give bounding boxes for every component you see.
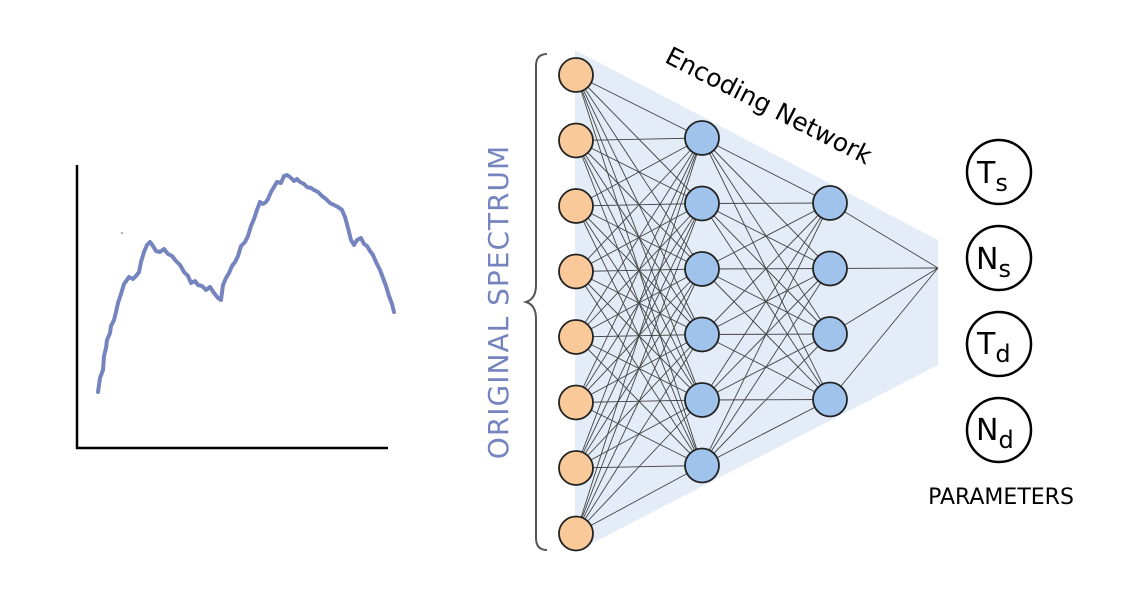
output-edge [829,267,939,269]
input-node [558,57,594,93]
output-edge [829,267,939,335]
input-node [558,122,594,159]
hidden-node [812,381,848,418]
input-node [558,384,594,421]
hidden-node [684,316,720,353]
network-edge [575,465,703,534]
network-edges [575,74,939,534]
hidden-node [684,382,720,418]
svg-text:Nd: Nd [976,413,1014,454]
network-edge [575,137,703,338]
network-nodes [558,57,848,552]
hidden-node [684,447,720,484]
input-node [558,319,594,355]
network-edge [575,74,703,139]
network-edge [575,203,703,534]
input-node [558,515,594,552]
hidden-node [684,251,720,287]
network-edge [575,334,703,534]
svg-text:Ns: Ns [976,242,1011,283]
output-edge [829,202,939,269]
plot-dot [121,232,123,234]
output-node-ts: Ts [965,138,1033,206]
network-edge [701,202,831,466]
output-node-td: Td [965,310,1033,378]
network-edge [575,137,703,469]
output-node-nd: Nd [965,396,1033,464]
input-node [558,253,594,290]
network-edge [701,137,831,204]
network-edge [701,202,831,270]
network-edge [701,202,831,204]
output-subscript: d [995,340,1010,368]
network-edge [701,268,831,466]
output-subscript: s [998,255,1011,283]
network-edge [575,137,703,403]
hidden-node [684,120,720,156]
network-edge [701,333,831,466]
output-symbol: N [976,413,998,448]
output-node-ns: Ns [965,224,1033,292]
output-label: PARAMETERS [928,485,1074,510]
hidden-node [684,185,720,222]
input-brace [522,53,548,551]
network-edge [575,268,703,534]
hidden-node [812,250,848,287]
output-subscript: s [995,169,1008,197]
network-edge [575,137,703,207]
input-node [558,450,594,486]
output-edge [829,267,939,400]
network-edge [575,137,703,141]
hidden-node [812,316,848,352]
network-edge [575,137,703,272]
network-edge [701,399,831,466]
svg-text:Ts: Ts [976,156,1008,197]
input-node [558,188,594,224]
network-edge [701,202,831,335]
output-symbol: T [976,156,996,191]
output-parameters: Ts Ns Td Nd [965,138,1033,464]
network-edge [575,137,703,534]
spectrum-plot [75,165,396,450]
network-edge [575,399,703,534]
network-edge [701,202,831,401]
input-label: ORIGINAL SPECTRUM [482,145,515,459]
hidden-node [812,185,848,221]
spectrum-line [96,173,396,394]
output-symbol: N [976,242,998,277]
output-symbol: T [976,327,996,362]
svg-text:Td: Td [976,327,1011,368]
output-subscript: d [998,426,1013,454]
network-band [575,50,938,552]
